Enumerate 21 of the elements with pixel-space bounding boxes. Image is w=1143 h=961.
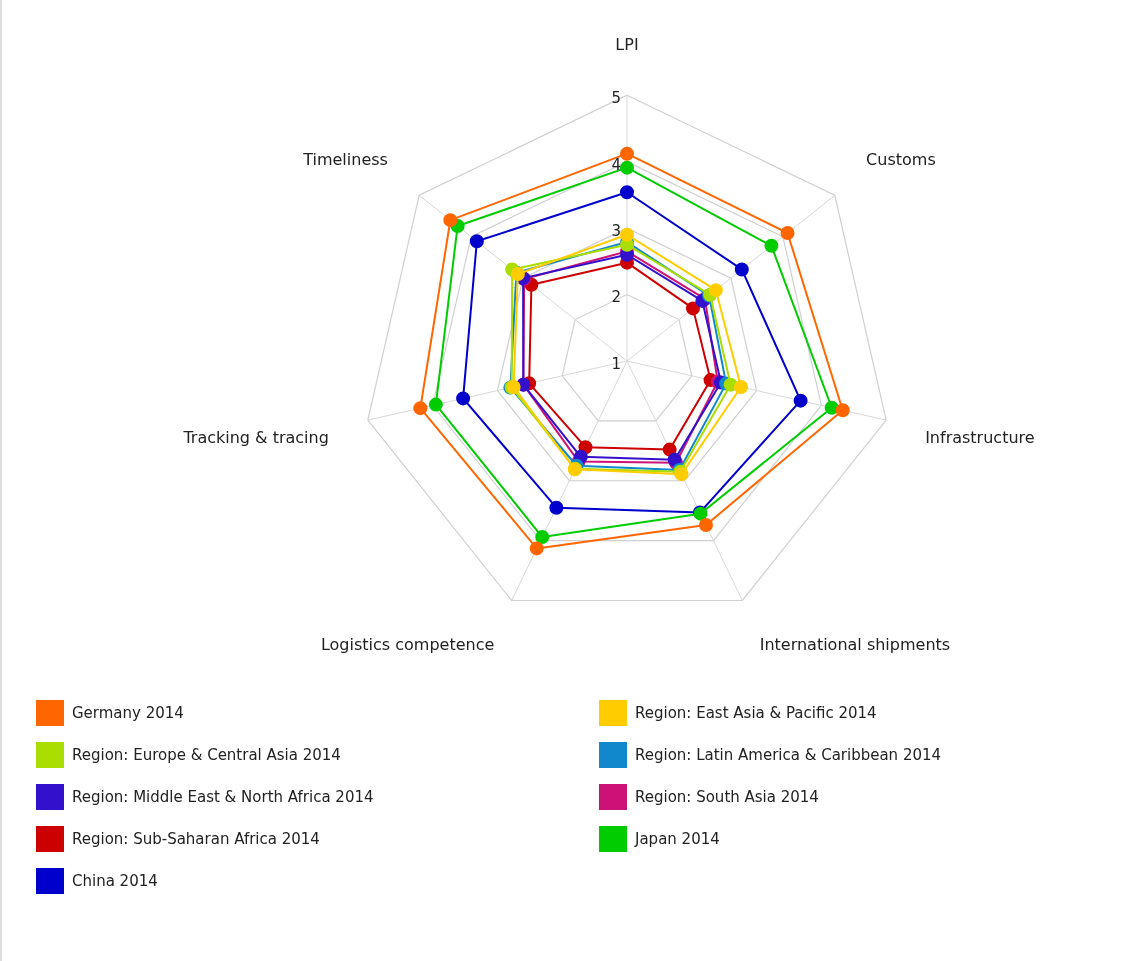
spoke-label: Infrastructure [925, 427, 1035, 447]
spoke-label: Timeliness [302, 149, 388, 169]
y-tick-label: 5 [611, 89, 621, 108]
legend-label: Region: Middle East & North Africa 2014 [72, 788, 374, 806]
legend-label: Region: East Asia & Pacific 2014 [635, 704, 877, 722]
spoke-label: Tracking & tracing [182, 427, 329, 447]
legend-label: Region: Latin America & Caribbean 2014 [635, 746, 942, 764]
spoke-label: Logistics competence [320, 635, 495, 655]
legend-label: China 2014 [72, 872, 158, 890]
spoke-label: LPI [615, 34, 639, 54]
spoke-label: International shipments [759, 635, 951, 655]
y-tick-label: 3 [611, 221, 621, 240]
legend-label: Region: Europe & Central Asia 2014 [72, 746, 341, 764]
legend-label: Region: South Asia 2014 [635, 788, 819, 806]
y-tick-label: 4 [611, 155, 621, 174]
legend-label: Germany 2014 [72, 704, 184, 722]
spoke-label: Customs [866, 149, 936, 169]
y-tick-label: 1 [611, 354, 621, 373]
y-tick-label: 2 [611, 288, 621, 307]
legend-label: Region: Sub-Saharan Africa 2014 [72, 830, 320, 848]
legend-label: Japan 2014 [635, 830, 720, 848]
